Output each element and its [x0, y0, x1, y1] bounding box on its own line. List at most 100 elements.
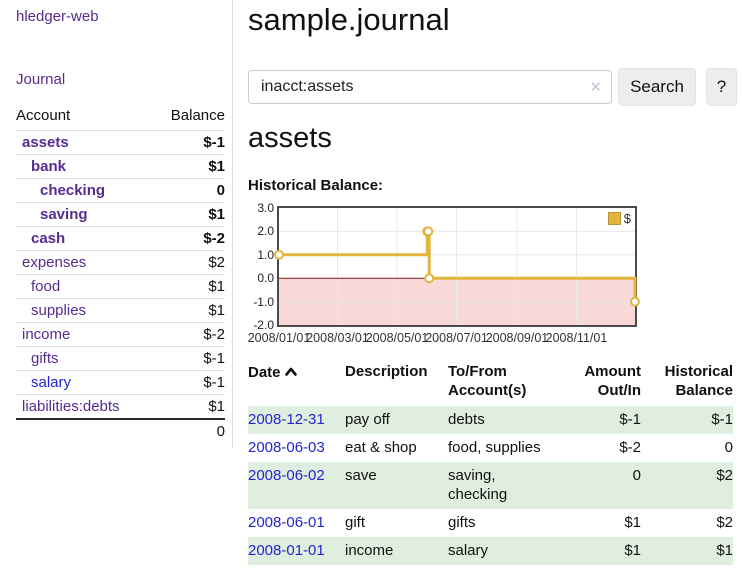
transaction-date-link[interactable]: 2008-01-01: [248, 542, 325, 559]
data-point-marker: [630, 296, 640, 307]
transaction-date-link[interactable]: 2008-06-01: [248, 514, 325, 531]
transaction-balance: $2: [716, 514, 733, 531]
transaction-description: pay off: [345, 411, 390, 428]
account-row: saving $1: [16, 202, 225, 227]
accounts-total-row: 0: [16, 418, 225, 443]
account-link-food[interactable]: food: [31, 278, 61, 295]
transaction-accounts: saving, checking: [448, 467, 508, 503]
register-table: Date Description To/From Account(s) Amou…: [248, 360, 733, 565]
account-balance: $1: [153, 394, 225, 419]
account-link-expenses[interactable]: expenses: [22, 254, 87, 271]
account-link-cash[interactable]: cash: [31, 230, 66, 247]
chart-plot-area: $: [274, 206, 640, 327]
account-balance: $2: [153, 250, 225, 275]
y-axis-label: 3.0: [257, 201, 274, 215]
transaction-accounts: gifts: [448, 514, 476, 531]
x-axis-label: 2008/07/01: [425, 331, 488, 345]
account-balance: $1: [153, 274, 225, 299]
register-row: 2008-12-31 pay off debts $-1 $-1: [248, 406, 733, 434]
transaction-description: gift: [345, 514, 366, 531]
transaction-amount: $1: [624, 514, 641, 531]
accounts-col-account: Account: [16, 107, 71, 124]
register-col-description: Description: [345, 363, 428, 380]
help-button[interactable]: ?: [706, 68, 737, 106]
x-axis-label: 2008/01/01: [247, 331, 311, 345]
account-link-checking[interactable]: checking: [40, 182, 106, 199]
account-row: assets $-1: [16, 130, 225, 155]
sidebar: hledger-web Journal Account Balance asse…: [0, 0, 233, 448]
search-input[interactable]: [248, 70, 612, 104]
account-row: food $1: [16, 274, 225, 299]
register-row: 2008-06-02 save saving, checking 0 $2: [248, 462, 733, 509]
register-col-account: To/From Account(s): [448, 363, 527, 399]
accounts-table: Account Balance assets $-1 bank $1 checkin…: [16, 103, 225, 443]
data-point-marker: [423, 226, 434, 237]
legend-label: $: [623, 211, 631, 226]
account-row: salary $-1: [16, 370, 225, 395]
transaction-balance: $1: [716, 542, 733, 559]
y-axis-label: -2.0: [253, 318, 274, 332]
transaction-description: income: [345, 542, 394, 559]
transaction-accounts: debts: [448, 411, 485, 428]
brand-link[interactable]: hledger-web: [16, 8, 99, 25]
account-link-bank[interactable]: bank: [31, 158, 67, 175]
transaction-date-link[interactable]: 2008-12-31: [248, 411, 325, 428]
x-axis-label: 2008/03/01: [306, 331, 369, 345]
chart-legend: $: [607, 211, 631, 226]
x-axis-label: 2008/09/01: [485, 331, 549, 345]
transaction-amount: $1: [624, 542, 641, 559]
account-balance: 0: [153, 178, 225, 203]
account-row: expenses $2: [16, 250, 225, 275]
sort-ascending-icon: [284, 362, 297, 381]
data-point-marker: [424, 273, 435, 284]
account-link-supplies[interactable]: supplies: [31, 302, 87, 319]
account-balance: $-2: [153, 226, 225, 251]
sidebar-item-journal[interactable]: Journal: [16, 71, 66, 88]
transaction-balance: $2: [716, 467, 733, 484]
account-link-gifts[interactable]: gifts: [31, 350, 59, 367]
account-link-salary[interactable]: salary: [31, 374, 72, 391]
account-row: liabilities:debts $1: [16, 394, 225, 419]
account-row: cash $-2: [16, 226, 225, 251]
account-link-liabilities-debts[interactable]: liabilities:debts: [22, 398, 120, 415]
account-row: income $-2: [16, 322, 225, 347]
page-title: sample.journal: [248, 2, 450, 37]
transaction-date-link[interactable]: 2008-06-03: [248, 439, 325, 456]
account-balance: $1: [153, 298, 225, 323]
register-row: 2008-06-03 eat & shop food, supplies $-2…: [248, 434, 733, 462]
clear-search-icon[interactable]: ✕: [589, 79, 602, 96]
accounts-col-balance: Balance: [170, 107, 225, 124]
balance-chart-canvas: [274, 208, 640, 325]
transaction-amount: $-1: [619, 411, 641, 428]
y-axis-label: 1.0: [257, 247, 274, 262]
transaction-balance: $-1: [711, 411, 733, 428]
account-row: gifts $-1: [16, 346, 225, 371]
historical-balance-chart: $ 3.0 2.0 1.0 0.0 -1.0 -2.0 2008/01/01 2008/03/…: [248, 200, 708, 350]
account-balance: $-2: [153, 322, 225, 347]
account-heading: assets: [248, 122, 332, 154]
transaction-accounts: salary: [448, 542, 489, 559]
y-axis-label: 0.0: [257, 271, 274, 286]
transaction-description: eat & shop: [345, 439, 417, 456]
register-col-date[interactable]: Date: [248, 360, 345, 406]
transaction-balance: 0: [724, 439, 733, 456]
data-point-marker: [274, 249, 284, 260]
x-axis-label: 2008/11/01: [545, 331, 608, 345]
y-axis-label: 2.0: [257, 224, 274, 239]
account-balance: $1: [153, 202, 225, 227]
account-balance: $-1: [153, 346, 225, 371]
account-link-saving[interactable]: saving: [40, 206, 88, 223]
account-link-assets[interactable]: assets: [22, 134, 69, 151]
account-row: supplies $1: [16, 298, 225, 323]
search-button[interactable]: Search: [618, 68, 696, 106]
account-balance: $-1: [153, 130, 225, 155]
accounts-total-value: 0: [153, 418, 225, 443]
x-axis-label: 2008/05/01: [365, 331, 429, 345]
register-col-amount: Amount Out/In: [584, 363, 641, 399]
register-row: 2008-01-01 income salary $1 $1: [248, 537, 733, 565]
transaction-date-link[interactable]: 2008-06-02: [248, 467, 325, 484]
register-row: 2008-06-01 gift gifts $1 $2: [248, 509, 733, 537]
account-link-income[interactable]: income: [22, 326, 71, 343]
account-balance: $-1: [153, 370, 225, 395]
account-balance: $1: [153, 154, 225, 179]
